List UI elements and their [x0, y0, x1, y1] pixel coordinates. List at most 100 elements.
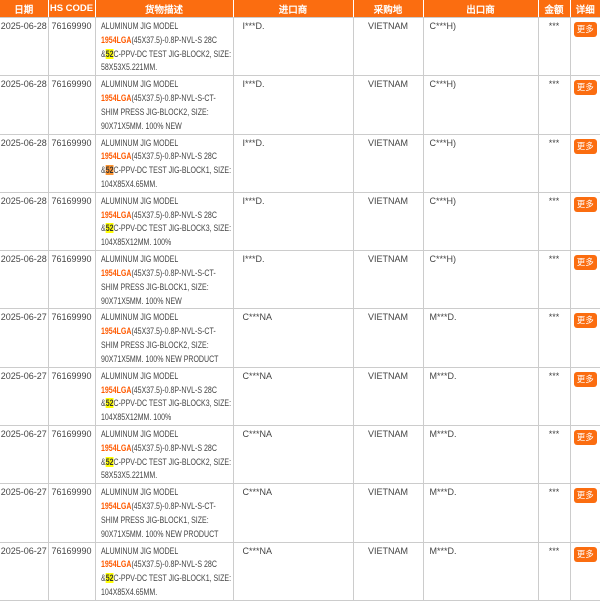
model-keyword-highlight: 1954LGA — [100, 34, 131, 45]
description-line: ALUMINUM JIG MODEL — [101, 253, 204, 267]
table-row: 2025-06-28 76169990 ALUMINUM JIG MODEL 1954… — [0, 75, 600, 135]
date-cell: 2025-06-28 — [0, 192, 49, 252]
table-header-row: 日期 HS CODE 货物描述 进口商 采购地 出口商 金额 详细 — [0, 0, 600, 18]
exporter-cell: M***D. — [423, 367, 539, 427]
more-button[interactable]: 更多 — [573, 313, 597, 329]
description-text: ALUMINUM JIG MODEL — [100, 429, 178, 440]
more-button[interactable]: 更多 — [573, 255, 597, 271]
table-row: 2025-06-27 76169990 ALUMINUM JIG MODEL 1954… — [0, 367, 600, 427]
detail-cell: 更多 — [570, 425, 600, 485]
detail-cell: 更多 — [570, 542, 600, 601]
more-button[interactable]: 更多 — [573, 80, 597, 96]
search-match: 52 — [105, 223, 114, 234]
col-header-purchase-place: 采购地 — [353, 0, 424, 18]
description-text: ALUMINUM JIG MODEL — [100, 21, 178, 31]
description-line: ALUMINUM JIG MODEL — [101, 545, 204, 559]
description-line: ALUMINUM JIG MODEL — [101, 20, 204, 34]
description-line: ALUMINUM JIG MODEL — [101, 195, 204, 209]
table-row: 2025-06-27 76169990 ALUMINUM JIG MODEL 1954… — [0, 483, 600, 543]
more-button[interactable]: 更多 — [573, 546, 597, 562]
amount-cell: *** — [538, 367, 571, 427]
purchase-place-cell: VIETNAM — [353, 192, 424, 252]
purchase-place-cell: VIETNAM — [353, 308, 424, 368]
importer-cell: C***NA — [233, 542, 354, 601]
importer-cell: C***NA — [233, 483, 354, 543]
col-header-amount: 金额 — [538, 0, 571, 18]
description-line: 104X85X12MM. 100% — [100, 411, 204, 424]
hs-code-cell: 76169990 — [48, 367, 96, 427]
description-line: 1954LGA(45X37.5)-0.8P-NVL-S-CT- — [100, 267, 216, 281]
description-text: (45X37.5)-0.8P-NVL-S-CT- — [130, 501, 216, 512]
hs-code-cell: 76169990 — [48, 134, 96, 193]
exporter-cell: C***H) — [423, 17, 539, 77]
more-button[interactable]: 更多 — [573, 22, 597, 37]
amount-cell: *** — [538, 425, 571, 485]
description-text: (45X37.5)-0.8P-NVL-S-CT- — [130, 267, 216, 278]
description-text: 58X53X5.221MM. — [100, 470, 157, 481]
description-text: & — [100, 456, 106, 467]
description-line: ALUMINUM JIG MODEL — [101, 428, 204, 442]
importer-cell: C***NA — [233, 367, 354, 427]
description-text: (45X37.5)-0.8P-NVL-S 28C — [130, 151, 217, 162]
detail-cell: 更多 — [570, 75, 600, 135]
detail-cell: 更多 — [570, 17, 600, 77]
hs-code-cell: 76169990 — [48, 308, 96, 368]
description-text: 90X71X5MM. 100% NEW — [100, 120, 182, 131]
more-button[interactable]: 更多 — [573, 196, 597, 212]
exporter-cell: C***H) — [423, 75, 539, 135]
description-text: ALUMINUM JIG MODEL — [100, 545, 178, 556]
description-line: 58X53X5.221MM. — [100, 469, 204, 482]
description-text: ALUMINUM JIG MODEL — [100, 312, 178, 323]
description-text: 104X85X12MM. 100% — [100, 412, 171, 423]
description-text: & — [100, 223, 106, 234]
description-cell: ALUMINUM JIG MODEL 1954LGA(45X37.5)-0.8P-… — [95, 367, 234, 427]
description-line: 104X85X4.65MM. — [100, 586, 204, 599]
description-text: C-PPV-DC TEST JIG-BLOCK2, SIZE: — [113, 456, 231, 467]
description-line: 1954LGA(45X37.5)-0.8P-NVL-S-CT- — [100, 325, 216, 339]
detail-cell: 更多 — [570, 192, 600, 252]
more-button[interactable]: 更多 — [573, 430, 597, 446]
purchase-place-cell: VIETNAM — [353, 17, 424, 77]
detail-cell: 更多 — [570, 134, 600, 193]
more-button[interactable]: 更多 — [573, 371, 597, 387]
description-line: 90X71X5MM. 100% NEW — [100, 120, 204, 133]
date-cell: 2025-06-27 — [0, 308, 49, 368]
table-row: 2025-06-27 76169990 ALUMINUM JIG MODEL 1954… — [0, 425, 600, 485]
hs-code-cell: 76169990 — [48, 542, 96, 601]
hs-code-cell: 76169990 — [48, 425, 96, 485]
date-cell: 2025-06-28 — [0, 134, 49, 193]
purchase-place-cell: VIETNAM — [353, 425, 424, 485]
detail-cell: 更多 — [570, 367, 600, 427]
purchase-place-cell: VIETNAM — [353, 483, 424, 543]
exporter-cell: M***D. — [423, 425, 539, 485]
importer-cell: I***D. — [233, 250, 354, 310]
hs-code-cell: 76169990 — [48, 17, 96, 77]
more-button[interactable]: 更多 — [573, 488, 597, 504]
amount-cell: *** — [538, 250, 571, 310]
description-text: SHIM PRESS JIG-BLOCK2, SIZE: — [100, 106, 209, 117]
model-keyword-highlight: 1954LGA — [100, 267, 131, 278]
description-line: &52C-PPV-DC TEST JIG-BLOCK2, SIZE: — [100, 456, 231, 470]
date-cell: 2025-06-27 — [0, 425, 49, 485]
amount-cell: *** — [538, 542, 571, 601]
description-line: &52C-PPV-DC TEST JIG-BLOCK3, SIZE: — [100, 222, 231, 236]
table-row: 2025-06-27 76169990 ALUMINUM JIG MODEL 1954… — [0, 542, 600, 601]
description-line: 1954LGA(45X37.5)-0.8P-NVL-S 28C — [101, 209, 217, 223]
description-text: ALUMINUM JIG MODEL — [100, 370, 178, 381]
description-text: (45X37.5)-0.8P-NVL-S 28C — [130, 559, 217, 570]
hs-code-cell: 76169990 — [48, 75, 96, 135]
col-header-importer: 进口商 — [233, 0, 354, 18]
description-text: (45X37.5)-0.8P-NVL-S 28C — [130, 34, 217, 45]
description-text: C-PPV-DC TEST JIG-BLOCK3, SIZE: — [113, 398, 231, 409]
description-text: 90X71X5MM. 100% NEW PRODUCT — [100, 528, 218, 539]
purchase-place-cell: VIETNAM — [353, 75, 424, 135]
description-text: & — [100, 573, 106, 584]
description-text: 104X85X4.65MM. — [100, 587, 157, 598]
more-button[interactable]: 更多 — [573, 138, 597, 154]
date-cell: 2025-06-28 — [0, 17, 49, 77]
description-line: SHIM PRESS JIG-BLOCK1, SIZE: — [101, 281, 209, 295]
description-text: ALUMINUM JIG MODEL — [100, 137, 178, 148]
model-keyword-highlight: 1954LGA — [100, 326, 131, 337]
search-match: 52 — [105, 398, 114, 409]
